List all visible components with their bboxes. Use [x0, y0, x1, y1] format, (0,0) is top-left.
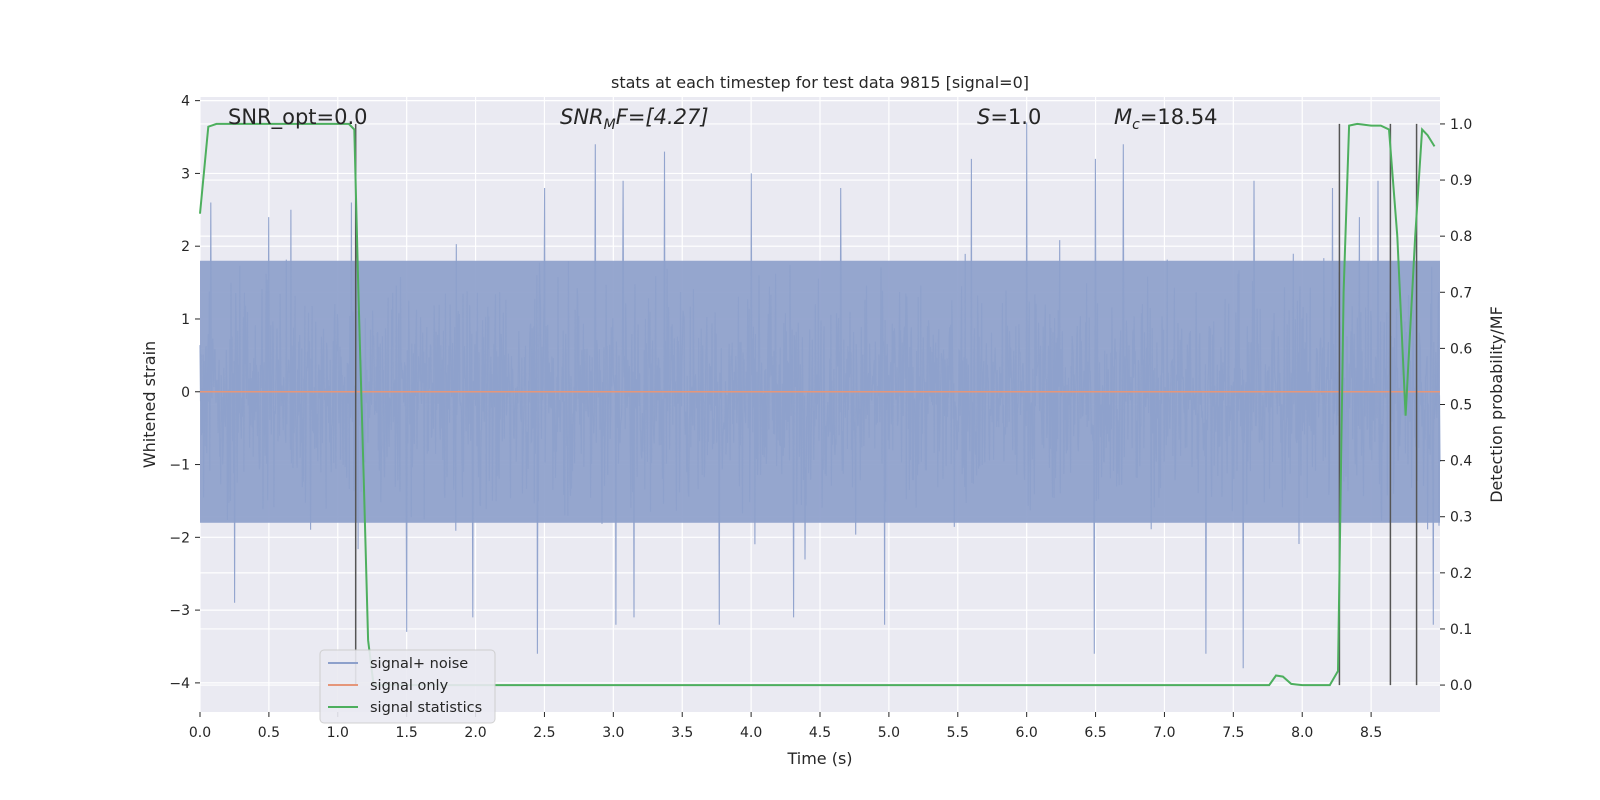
y-tick-label-6: −2 [169, 530, 190, 546]
y-axis-label: Whitened strain [140, 341, 159, 468]
y-tick-label-7: −3 [169, 603, 190, 619]
y-tick-label-1: 3 [181, 166, 190, 182]
x-tick-label-4: 2.0 [464, 725, 486, 741]
y2-tick-label-6: 0.4 [1450, 454, 1472, 470]
x-tick-label-8: 4.0 [740, 725, 762, 741]
y2-tick-label-3: 0.7 [1450, 285, 1472, 301]
y2-tick-label-9: 0.1 [1450, 622, 1472, 638]
y2-tick-label-1: 0.9 [1450, 173, 1472, 189]
x-tick-label-14: 7.0 [1153, 725, 1175, 741]
y-tick-label-4: 0 [181, 385, 190, 401]
annotation-mc: Mc=18.54 [1114, 105, 1218, 133]
y2-tick-label-0: 1.0 [1450, 117, 1472, 133]
y-tick-label-3: 1 [181, 312, 190, 328]
chart-title: stats at each timestep for test data 981… [611, 73, 1029, 92]
annotation-snr-opt: SNR_opt=0.0 [228, 105, 368, 130]
x-tick-label-15: 7.5 [1222, 725, 1244, 741]
x-tick-label-13: 6.5 [1084, 725, 1106, 741]
y2-tick-label-10: 0.0 [1450, 678, 1472, 694]
y-tick-label-0: 4 [181, 94, 190, 110]
x-tick-label-6: 3.0 [602, 725, 624, 741]
x-tick-label-5: 2.5 [533, 725, 555, 741]
legend-label-stats: signal statistics [370, 700, 482, 716]
x-tick-label-0: 0.0 [189, 725, 211, 741]
y-tick-label-5: −1 [169, 458, 190, 474]
x-tick-label-12: 6.0 [1016, 725, 1038, 741]
y2-tick-label-4: 0.6 [1450, 341, 1472, 357]
legend: signal+ noise signal only signal statist… [319, 649, 496, 724]
y2-tick-label-8: 0.2 [1450, 566, 1472, 582]
x-axis-label: Time (s) [786, 749, 852, 768]
x-tick-label-9: 4.5 [809, 725, 831, 741]
legend-label-noise: signal+ noise [370, 656, 468, 672]
annotation-s: S=1.0 [977, 105, 1041, 129]
y2-axis-label: Detection probability/MF [1487, 306, 1506, 503]
y2-axis-ticks: 1.0 0.9 0.8 0.7 0.6 0.5 0.4 0.3 0.2 0.1 0.0 [1440, 117, 1472, 694]
y-axis-ticks: 4 3 2 1 0 −1 −2 −3 −4 [169, 94, 200, 692]
x-tick-label-10: 5.0 [878, 725, 900, 741]
y2-tick-label-5: 0.5 [1450, 398, 1472, 414]
x-tick-label-11: 5.5 [947, 725, 969, 741]
x-axis-ticks: 0.0 0.5 1.0 1.5 2.0 2.5 3.0 3.5 4.0 4.5 5.0 5.5 6.0 6… [189, 712, 1382, 741]
annotation-snr-mf: SNRMF=[4.27] [560, 105, 709, 133]
signal-statistics-line [199, 122, 1436, 687]
legend-box [319, 649, 496, 724]
y-tick-label-8: −4 [169, 676, 190, 692]
x-tick-label-3: 1.5 [396, 725, 418, 741]
x-tick-label-1: 0.5 [258, 725, 280, 741]
x-tick-label-17: 8.5 [1360, 725, 1382, 741]
y-tick-label-2: 2 [181, 239, 190, 255]
x-tick-label-2: 1.0 [327, 725, 349, 741]
y2-tick-label-2: 0.8 [1450, 229, 1472, 245]
x-tick-label-16: 8.0 [1291, 725, 1313, 741]
x-tick-label-7: 3.5 [671, 725, 693, 741]
y2-tick-label-7: 0.3 [1450, 510, 1472, 526]
legend-label-signal: signal only [370, 678, 449, 694]
noise-trace [199, 122, 1441, 669]
